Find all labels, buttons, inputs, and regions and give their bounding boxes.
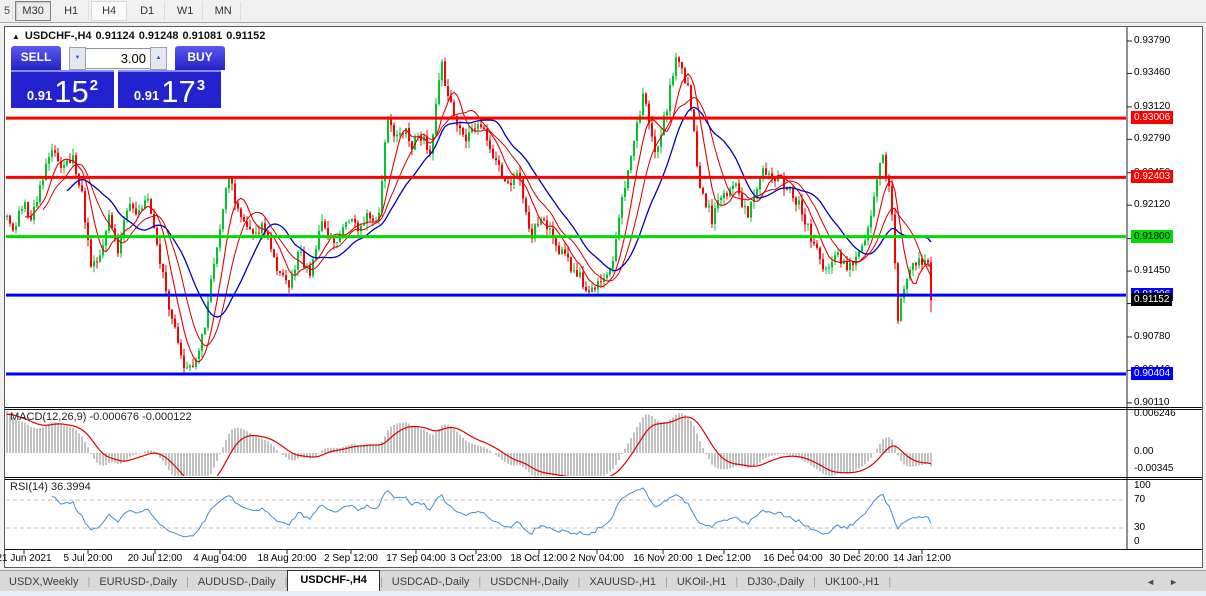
timeframe-button-W1[interactable]: W1 [167, 1, 204, 21]
price-tick-label: 0.93120 [1134, 100, 1171, 112]
rsi-scale-label: 0 [1134, 536, 1140, 547]
chart-title: ▲ USDCHF-,H4 0.91124 0.91248 0.91081 0.91152 [12, 30, 269, 42]
date-tick-label: 17 Sep 04:00 [386, 553, 446, 564]
price-tick-label: 0.93790 [1134, 35, 1171, 46]
timeframe-button-H4[interactable]: H4 [91, 1, 128, 21]
chart-canvas[interactable] [5, 27, 1202, 567]
macd-scale-label: -0.00345 [1134, 463, 1174, 474]
timeframe-button-5[interactable]: 5 [1, 1, 14, 21]
rsi-plot [6, 487, 1126, 538]
timeframe-toolbar: 5 M30 H1 H4 D1 W1 MN [0, 0, 1206, 23]
ohlc-close: 0.91152 [226, 30, 266, 42]
date-tick-label: 20 Jul 12:00 [127, 553, 183, 564]
ask-price[interactable]: 0.91 17 3 [118, 70, 221, 108]
price-tick-label: 0.92790 [1134, 133, 1171, 145]
timeframe-button-D1[interactable]: D1 [129, 1, 166, 21]
date-tick-label: 14 Jan 12:00 [893, 553, 951, 564]
tab-ukoil-h1[interactable]: UKOil-,H1 [676, 575, 727, 588]
rsi-label: RSI(14) 36.3994 [10, 481, 91, 493]
price-tick-label: 0.90780 [1134, 330, 1171, 342]
volume-input[interactable] [86, 47, 150, 69]
sell-button[interactable]: SELL [11, 46, 61, 70]
status-strip [0, 591, 1206, 596]
level-lines[interactable] [6, 116, 1126, 376]
ask-pipette: 3 [196, 77, 206, 94]
macd-scale-label: 0.00 [1134, 446, 1154, 457]
tab-separator: | [735, 575, 739, 588]
ask-prefix: 0.91 [133, 88, 160, 103]
level-price-label: 0.90404 [1131, 366, 1174, 380]
volume-decrease-button[interactable]: ▼ [69, 46, 86, 70]
price-tick-label: 0.93460 [1134, 67, 1171, 79]
tab-scroll-left-icon[interactable]: ◄ [1146, 576, 1156, 587]
chart-tabbar: USDX,Weekly | EURUSD-,Daily | AUDUSD-,Daily |… [0, 569, 1206, 594]
macd-plot [6, 411, 932, 476]
rsi-scale-label: 70 [1134, 494, 1146, 505]
ohlc-open: 0.91124 [95, 30, 135, 42]
date-tick-label: 18 Oct 12:00 [510, 553, 568, 564]
date-tick-label: 3 Oct 23:00 [450, 553, 502, 564]
tab-scroll-right-icon[interactable]: ► [1169, 576, 1178, 587]
tab-xauusd-h1[interactable]: XAUUSD-,H1 [589, 575, 656, 588]
tab-uk100-h1[interactable]: UK100-,H1 [824, 575, 880, 588]
tab-separator: | [577, 575, 581, 588]
rsi-scale-label: 100 [1134, 480, 1151, 491]
tab-separator: | [379, 575, 383, 588]
bid-prefix: 0.91 [26, 88, 53, 103]
ohlc-low: 0.91081 [182, 30, 223, 42]
timeframe-button-MN[interactable]: MN [205, 1, 242, 21]
tab-dj30-daily[interactable]: DJ30-,Daily [747, 575, 805, 588]
tab-audusd-daily[interactable]: AUDUSD-,Daily [197, 575, 276, 588]
date-tick-label: 18 Aug 20:00 [257, 553, 317, 564]
tab-usdcad-daily[interactable]: USDCAD-,Daily [391, 575, 470, 588]
tab-separator: | [813, 575, 816, 588]
bid-price[interactable]: 0.91 15 2 [11, 70, 114, 108]
timeframe-button-M30[interactable]: M30 [15, 1, 52, 21]
price-tick-label: 0.91450 [1134, 265, 1171, 277]
date-tick-label: 2 Nov 04:00 [570, 553, 624, 564]
date-tick-label: 4 Aug 04:00 [193, 553, 247, 564]
price-tick-label: 0.92120 [1134, 199, 1171, 211]
level-price-label: 0.93006 [1131, 111, 1174, 125]
tab-separator: | [87, 575, 91, 588]
ohlc-high: 0.91248 [138, 30, 179, 42]
tab-separator: | [284, 575, 288, 588]
bid-pipette: 2 [89, 77, 99, 94]
date-tick-label: 1 Dec 12:00 [697, 553, 751, 564]
current-price-label: 0.91152 [1131, 293, 1173, 307]
tab-separator: | [888, 575, 892, 588]
tab-usdx-weekly[interactable]: USDX,Weekly [9, 575, 79, 588]
macd-label: MACD(12,26,9) -0.000676 -0.000122 [10, 411, 192, 423]
tab-separator: | [478, 575, 482, 588]
chart-window: ▲ USDCHF-,H4 0.91124 0.91248 0.91081 0.91152 … [0, 26, 1203, 568]
rsi-scale-label: 30 [1134, 522, 1146, 533]
collapse-icon[interactable]: ▲ [12, 32, 20, 41]
date-tick-label: 21 Jun 2021 [0, 553, 52, 564]
date-tick-label: 30 Dec 20:00 [829, 553, 889, 564]
level-price-label: 0.91800 [1131, 229, 1174, 243]
tab-separator: | [665, 575, 668, 588]
macd-scale-label: 0.006246 [1134, 408, 1176, 419]
one-click-trading-panel: SELL ▼ ▲ BUY 0.91 15 2 0.91 17 3 [11, 46, 225, 108]
symbol-period: USDCHF-,H4 [24, 30, 92, 42]
date-tick-label: 16 Nov 20:00 [633, 553, 693, 564]
buy-button[interactable]: BUY [175, 46, 225, 70]
candlesticks [6, 52, 932, 374]
date-tick-label: 5 Jul 20:00 [63, 553, 113, 564]
date-tick-label: 16 Dec 04:00 [763, 553, 823, 564]
ask-big-digits: 17 [161, 74, 196, 109]
tab-separator: | [185, 575, 189, 588]
timeframe-button-H1[interactable]: H1 [53, 1, 90, 21]
level-price-label: 0.92403 [1131, 170, 1174, 184]
date-tick-label: 2 Sep 12:00 [324, 553, 378, 564]
chart-frame [5, 27, 1202, 554]
volume-increase-button[interactable]: ▲ [150, 46, 167, 70]
tab-eurusd-daily[interactable]: EURUSD-,Daily [99, 575, 177, 588]
tab-usdcnh-daily[interactable]: USDCNH-,Daily [490, 575, 569, 588]
price-tick-label: 0.90110 [1134, 396, 1170, 408]
bid-big-digits: 15 [54, 74, 89, 109]
tab-usdchf-h4[interactable]: USDCHF-,H4 [287, 569, 380, 594]
